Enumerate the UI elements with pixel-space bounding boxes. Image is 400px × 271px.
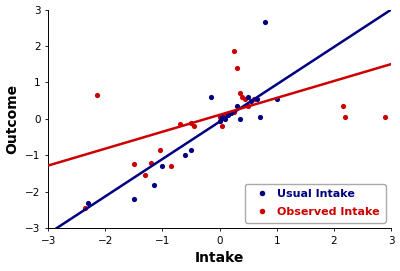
- Point: [176, 122, 183, 127]
- Point: [182, 153, 188, 157]
- Point: [254, 97, 260, 101]
- Point: [382, 115, 389, 119]
- Point: [208, 95, 214, 99]
- Point: [156, 148, 163, 152]
- Point: [151, 182, 157, 187]
- Point: [188, 120, 194, 125]
- Point: [231, 49, 237, 54]
- Point: [245, 95, 252, 99]
- Point: [245, 104, 252, 108]
- Point: [242, 97, 248, 101]
- Point: [85, 201, 91, 205]
- Point: [236, 117, 243, 121]
- Point: [262, 20, 268, 24]
- Point: [234, 104, 240, 108]
- Point: [216, 118, 223, 123]
- Point: [219, 115, 226, 119]
- Point: [339, 104, 346, 108]
- Point: [274, 97, 280, 101]
- Point: [191, 124, 197, 128]
- Point: [216, 115, 223, 119]
- Point: [225, 113, 232, 117]
- Point: [251, 97, 257, 101]
- Point: [222, 113, 228, 117]
- X-axis label: Intake: Intake: [195, 251, 244, 265]
- Point: [131, 197, 137, 201]
- Point: [142, 173, 148, 178]
- Point: [231, 109, 237, 114]
- Point: [248, 99, 254, 103]
- Point: [94, 93, 100, 97]
- Y-axis label: Outcome: Outcome: [6, 84, 20, 154]
- Point: [148, 160, 154, 165]
- Point: [131, 162, 137, 167]
- Point: [82, 206, 88, 210]
- Point: [236, 91, 243, 96]
- Point: [219, 124, 226, 128]
- Point: [256, 115, 263, 119]
- Point: [234, 66, 240, 70]
- Point: [188, 148, 194, 152]
- Point: [222, 117, 228, 121]
- Point: [342, 115, 348, 119]
- Point: [159, 164, 166, 169]
- Legend: Usual Intake, Observed Intake: Usual Intake, Observed Intake: [245, 184, 386, 223]
- Point: [168, 164, 174, 169]
- Point: [228, 111, 234, 116]
- Point: [239, 95, 246, 99]
